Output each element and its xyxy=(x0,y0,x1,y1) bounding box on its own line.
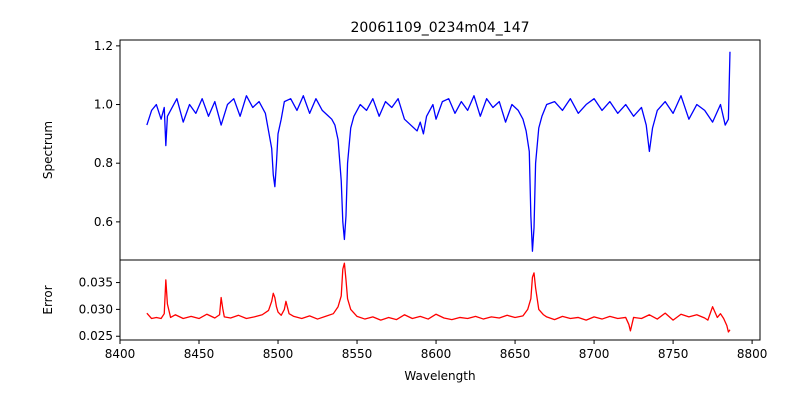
error-series-line xyxy=(146,262,731,333)
spectrum-y-axis-label: Spectrum xyxy=(41,121,55,179)
error-y-tick-label: 0.035 xyxy=(79,276,113,290)
spectrum-series-line xyxy=(146,51,731,252)
x-axis-label: Wavelength xyxy=(404,369,475,383)
error-y-tick-label: 0.025 xyxy=(79,329,113,343)
x-tick-label: 8550 xyxy=(342,347,373,361)
spectrum-y-tick-label: 0.8 xyxy=(94,156,113,170)
spectrum-y-tick-label: 0.6 xyxy=(94,215,113,229)
x-tick-label: 8700 xyxy=(579,347,610,361)
error-y-axis-label: Error xyxy=(41,285,55,314)
spectrum-y-tick-label: 1.0 xyxy=(94,98,113,112)
x-tick-label: 8800 xyxy=(737,347,768,361)
x-tick-label: 8600 xyxy=(421,347,452,361)
chart-title: 20061109_0234m04_147 xyxy=(350,20,529,36)
x-tick-label: 8500 xyxy=(263,347,294,361)
x-tick-label: 8650 xyxy=(500,347,531,361)
error-y-tick-label: 0.030 xyxy=(79,302,113,316)
x-tick-label: 8750 xyxy=(658,347,689,361)
spectrum-y-tick-label: 1.2 xyxy=(94,39,113,53)
x-tick-label: 8450 xyxy=(184,347,215,361)
error-axes-frame xyxy=(119,259,761,341)
error-panel: 0.025 0.030 0.035 Error 8400 8450 8500 8550 8600… xyxy=(41,259,768,361)
x-tick-label: 8400 xyxy=(105,347,136,361)
